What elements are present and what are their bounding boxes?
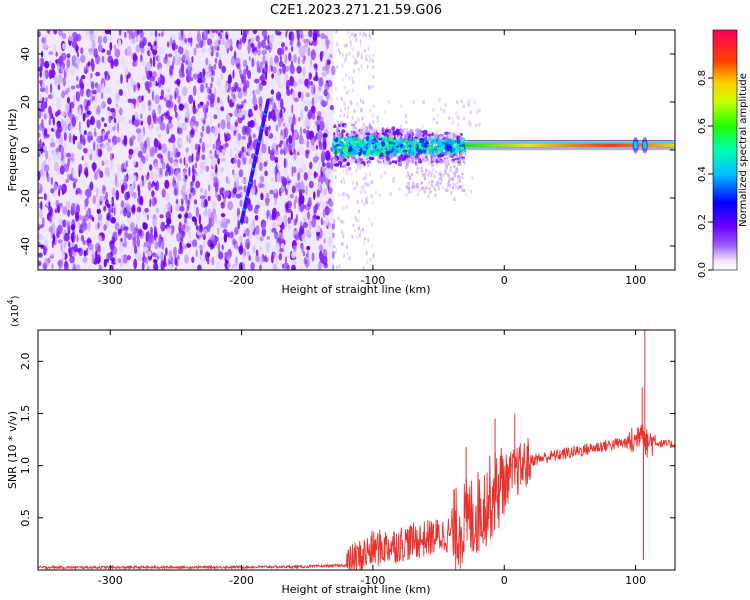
- x-tick-label: 100: [625, 574, 646, 587]
- y-tick-label: -20: [19, 189, 32, 207]
- x-tick-label: -200: [229, 574, 254, 587]
- colorbar: 0.0 0.2 0.4 0.6 0.8 Normalized spectral ampl…: [697, 29, 749, 278]
- snr-panel: -300 -200 -100 0 100 0.5 1.0 1.5 2.0 Height of …: [6, 295, 676, 596]
- x-tick-label: -200: [229, 274, 254, 287]
- x-tick-label: 100: [625, 274, 646, 287]
- snr-multiplier-base: (x10: [10, 304, 21, 327]
- x-tick-label: 0: [501, 574, 508, 587]
- colorbar-frame: [712, 29, 738, 271]
- x-tick-label: -300: [98, 274, 123, 287]
- x-tick-label: -100: [360, 574, 385, 587]
- spectrogram-heatmap: [38, 30, 675, 270]
- colorbar-tick-label: 0.8: [697, 70, 708, 86]
- y-tick-label: 0: [19, 147, 32, 154]
- snr-y-multiplier: (x104): [6, 295, 21, 327]
- spectrogram-y-label: Frequency (Hz): [6, 109, 19, 192]
- signal-spread: [331, 97, 482, 202]
- y-tick-label: 1.0: [19, 457, 32, 475]
- snr-y-label: SNR (10 * v/v): [6, 411, 19, 489]
- snr-y-axis: 0.5 1.0 1.5 2.0: [19, 353, 675, 527]
- colorbar-tick-label: 0.2: [697, 214, 708, 230]
- colorbar-gradient: [713, 30, 737, 270]
- colorbar-label: Normalized spectral amplitude: [738, 73, 749, 227]
- spectrogram-x-label: Height of straight line (km): [281, 283, 430, 296]
- carrier-line: [464, 137, 675, 154]
- y-tick-label: 20: [19, 95, 32, 109]
- y-tick-label: -40: [19, 237, 32, 255]
- x-tick-label: -300: [98, 574, 123, 587]
- doppler-trace: [239, 99, 270, 225]
- snr-multiplier-exp: 4: [6, 299, 15, 304]
- chart-title: C2E1.2023.271.21.59.G06: [270, 3, 442, 18]
- x-tick-label: -100: [360, 274, 385, 287]
- colorbar-tick-label: 0.4: [697, 166, 708, 182]
- noise-region: [38, 30, 375, 270]
- colorbar-tick-label: 0.6: [697, 118, 708, 134]
- svg-text:(x104): (x104): [6, 295, 21, 327]
- snr-multiplier-close: ): [10, 295, 21, 299]
- y-tick-label: 2.0: [19, 353, 32, 371]
- spectrogram-x-axis: -300 -200 -100 0 100: [98, 30, 646, 287]
- faint-diagonal: [174, 30, 224, 270]
- snr-x-label: Height of straight line (km): [281, 583, 430, 596]
- y-tick-label: 1.5: [19, 405, 32, 423]
- colorbar-tick-label: 0.0: [697, 262, 708, 278]
- spectrogram-y-axis: -40 -20 0 20 40: [19, 47, 675, 255]
- colorbar-axis: 0.0 0.2 0.4 0.6 0.8: [697, 70, 713, 278]
- y-tick-label: 40: [19, 47, 32, 61]
- y-tick-label: 0.5: [19, 509, 32, 527]
- x-tick-label: 0: [501, 274, 508, 287]
- snr-x-axis: -300 -200 -100 0 100: [98, 330, 646, 587]
- snr-frame: [37, 329, 676, 571]
